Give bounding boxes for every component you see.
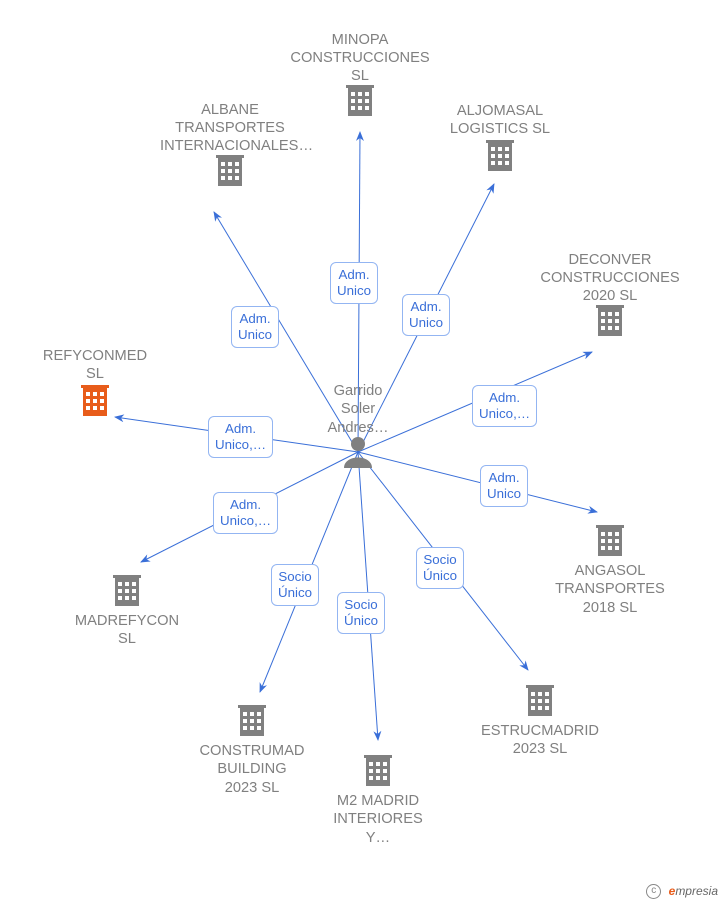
edge-aljomasal [358, 184, 494, 452]
node-icon-refyconmed [81, 385, 109, 416]
edge-deconver [358, 352, 592, 452]
edge-minopa [358, 132, 360, 452]
edge-albane [214, 212, 358, 452]
watermark: c empresia [646, 884, 718, 899]
node-icon-construmad [238, 705, 266, 736]
diagram-svg [0, 0, 728, 905]
edge-estrucmad [358, 452, 528, 670]
node-icon-deconver [596, 305, 624, 336]
node-icon-angasol [596, 525, 624, 556]
node-icon-albane [216, 155, 244, 186]
copyright-icon: c [646, 884, 661, 899]
node-icon-estrucmad [526, 685, 554, 716]
edge-madrefycon [141, 452, 358, 562]
edge-angasol [358, 452, 597, 512]
edge-m2madrid [358, 452, 378, 740]
edge-construmad [260, 452, 358, 692]
node-icon-aljomasal [486, 140, 514, 171]
node-icon-minopa [346, 85, 374, 116]
node-icon-madrefycon [113, 575, 141, 606]
edge-refyconmed [115, 417, 358, 452]
node-icon-m2madrid [364, 755, 392, 786]
watermark-brand-rest: mpresia [675, 884, 718, 898]
